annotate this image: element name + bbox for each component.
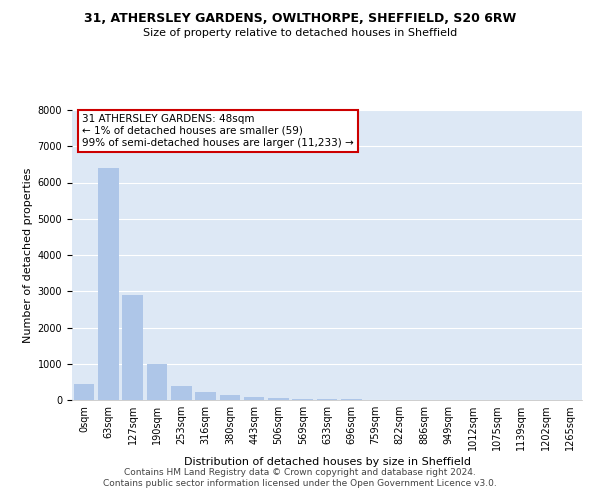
- Bar: [122, 295, 143, 400]
- Bar: [98, 168, 119, 400]
- Bar: [146, 364, 167, 400]
- Bar: [74, 384, 94, 400]
- Text: 31, ATHERSLEY GARDENS, OWLTHORPE, SHEFFIELD, S20 6RW: 31, ATHERSLEY GARDENS, OWLTHORPE, SHEFFI…: [84, 12, 516, 26]
- X-axis label: Distribution of detached houses by size in Sheffield: Distribution of detached houses by size …: [184, 458, 470, 468]
- Text: Size of property relative to detached houses in Sheffield: Size of property relative to detached ho…: [143, 28, 457, 38]
- Y-axis label: Number of detached properties: Number of detached properties: [23, 168, 34, 342]
- Bar: [195, 392, 216, 400]
- Bar: [244, 397, 265, 400]
- Bar: [268, 398, 289, 400]
- Bar: [317, 399, 337, 400]
- Text: 31 ATHERSLEY GARDENS: 48sqm
← 1% of detached houses are smaller (59)
99% of semi: 31 ATHERSLEY GARDENS: 48sqm ← 1% of deta…: [82, 114, 354, 148]
- Bar: [220, 396, 240, 400]
- Text: Contains HM Land Registry data © Crown copyright and database right 2024.
Contai: Contains HM Land Registry data © Crown c…: [103, 468, 497, 487]
- Bar: [292, 398, 313, 400]
- Bar: [171, 386, 191, 400]
